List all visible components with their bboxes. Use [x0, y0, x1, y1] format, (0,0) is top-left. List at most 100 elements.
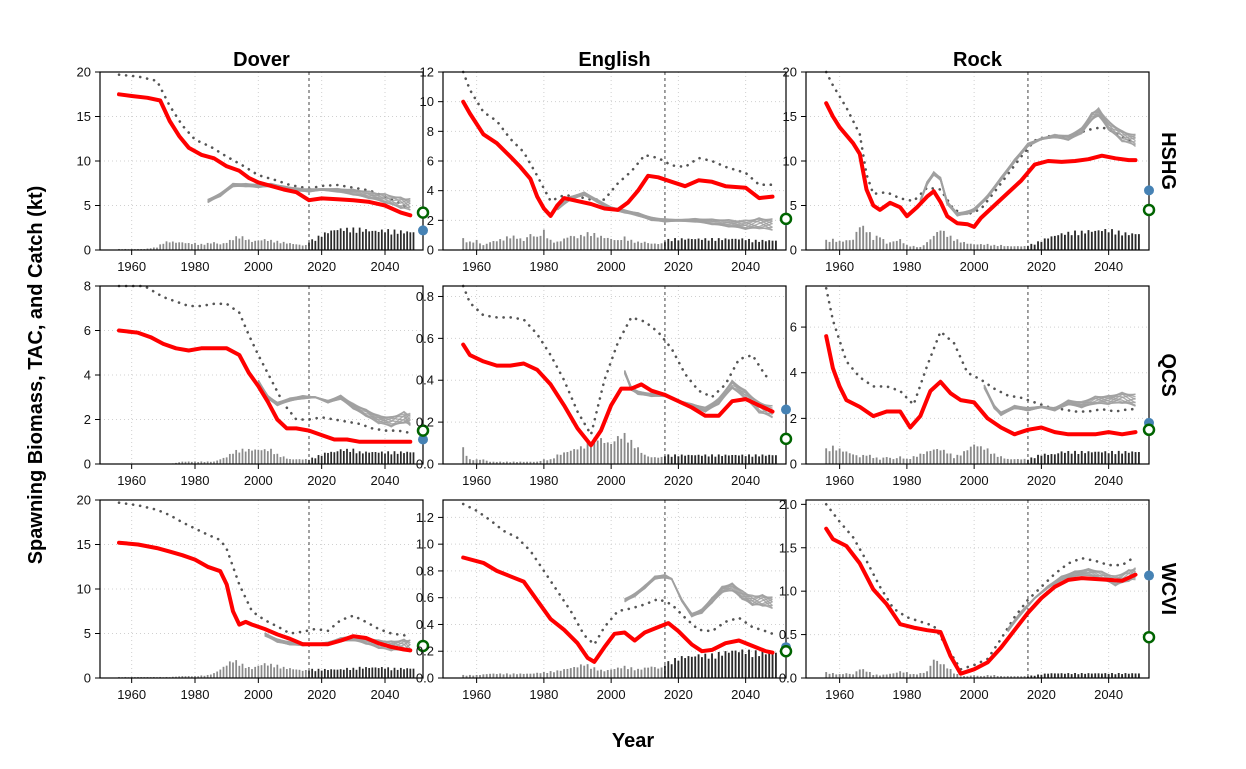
y-axis-title: Spawning Biomass, TAC, and Catch (kt): [25, 186, 47, 565]
projected-catch-bar: [396, 233, 399, 250]
catch-bar: [485, 674, 488, 678]
projected-catch-bar: [1104, 229, 1107, 250]
projected-catch-bar: [352, 667, 355, 678]
projected-catch-bar: [707, 658, 710, 678]
catch-bar: [566, 668, 569, 678]
projected-catch-bar: [333, 669, 336, 678]
catch-bar: [586, 664, 589, 678]
projected-catch-bar: [365, 451, 367, 464]
projected-catch-bar: [355, 453, 358, 464]
catch-bar: [1023, 458, 1026, 464]
projected-catch-bar: [1057, 453, 1060, 464]
catch-bar: [1006, 246, 1009, 250]
projected-catch-bar: [1097, 230, 1100, 250]
x-tick-label: 2000: [597, 687, 626, 702]
catch-bar: [973, 444, 976, 464]
catch-bar: [959, 455, 962, 464]
catch-bar: [266, 241, 269, 250]
projected-catch-bar: [1077, 674, 1080, 678]
y-tick-label: 0.6: [416, 590, 434, 605]
projected-catch-bar: [358, 666, 361, 678]
projected-catch-bar: [387, 667, 390, 678]
panel-english-hshg: 0 2 4 6 8 10 12 1960 1980 2000 2020 2040 English: [420, 49, 793, 274]
catch-bar: [620, 240, 623, 250]
projected-catch-bar: [1043, 238, 1046, 250]
catch-bar: [549, 459, 552, 464]
catch-bar: [301, 245, 304, 250]
projected-catch-bar: [1121, 453, 1124, 464]
projected-catch-bar: [711, 454, 713, 464]
catch-bar: [516, 238, 518, 250]
catch-bar: [519, 673, 522, 678]
projection-trace: [556, 191, 773, 229]
catch-bar: [1003, 458, 1006, 464]
catch-bar: [472, 242, 475, 250]
catch-bar: [512, 461, 515, 464]
catch-bar: [630, 239, 633, 250]
catch-bar: [616, 667, 619, 678]
projected-catch-bar: [349, 669, 352, 678]
catch-bar: [872, 674, 875, 678]
projected-catch-bar: [1084, 453, 1087, 464]
y-tick-label: 8: [84, 279, 91, 294]
catch-bar: [650, 243, 653, 250]
catch-bar: [244, 668, 247, 678]
catch-bar: [292, 669, 295, 678]
catch-bar: [858, 227, 861, 250]
catch-bar: [966, 243, 969, 250]
catch-bar: [875, 235, 878, 250]
catch-bar: [465, 455, 468, 464]
catch-bar: [244, 451, 247, 464]
catch-bar: [613, 669, 616, 678]
catch-bar: [916, 674, 918, 678]
catch-bar: [868, 454, 871, 464]
y-tick-label: 0: [790, 243, 797, 258]
catch-bar: [660, 243, 663, 250]
projected-catch-bar: [1040, 674, 1043, 678]
x-tick-label: 2020: [1027, 259, 1056, 274]
catch-bar: [542, 229, 545, 250]
projected-catch-bar: [1107, 673, 1110, 678]
projected-catch-bar: [664, 665, 666, 678]
catch-bar: [916, 456, 918, 464]
reference-point-green: [1142, 423, 1156, 437]
catch-bar: [596, 237, 599, 250]
catch-bar: [502, 240, 505, 250]
catch-bar: [620, 668, 623, 678]
catch-bar: [200, 243, 203, 250]
catch-bar: [285, 458, 288, 464]
catch-bar: [959, 242, 962, 250]
catch-bar: [1003, 676, 1006, 678]
catch-bar: [825, 448, 828, 464]
catch-bar: [505, 236, 508, 250]
catch-bar: [579, 234, 582, 250]
catch-bar: [479, 243, 481, 250]
x-axis-title: Year: [612, 730, 654, 752]
catch-bar: [990, 675, 992, 678]
catch-bar: [178, 676, 181, 678]
panel-frame: [805, 499, 1150, 679]
projected-catch-bar: [1100, 231, 1103, 250]
projected-catch-bar: [667, 454, 670, 464]
projected-catch-bar: [1090, 452, 1093, 464]
catch-bar: [194, 242, 196, 250]
projected-catch-bar: [390, 234, 393, 250]
catch-bar: [885, 674, 888, 678]
median-biomass-line: [117, 92, 413, 218]
catch-bar: [301, 670, 304, 678]
projected-catch-bar: [774, 652, 777, 678]
projected-catch-bar: [1137, 452, 1140, 464]
catch-bar: [465, 675, 468, 678]
catch-bar: [295, 669, 298, 678]
projected-catch-bar: [1037, 241, 1039, 250]
catch-bar: [546, 460, 549, 464]
catch-bar: [848, 673, 851, 678]
unfished-reference-line: [824, 287, 1137, 413]
projected-catch-bar: [403, 453, 405, 464]
catch-bar: [295, 244, 298, 250]
catch-bar: [495, 241, 498, 250]
projected-catch-bar: [393, 229, 396, 250]
projection-trace: [983, 386, 1136, 415]
